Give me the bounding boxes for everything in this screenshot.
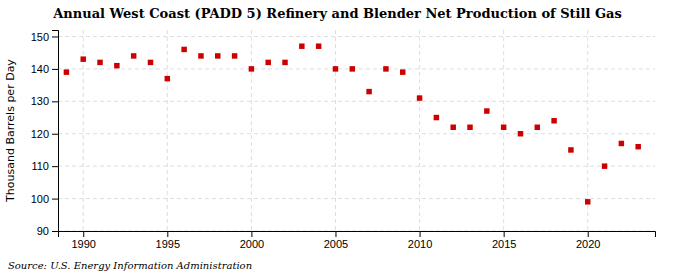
tick-label: 90 xyxy=(37,225,49,237)
point xyxy=(350,66,355,71)
grid-line xyxy=(335,30,336,231)
tick-mark xyxy=(588,231,589,237)
point xyxy=(198,53,203,58)
point xyxy=(383,66,388,71)
point xyxy=(64,69,69,74)
point xyxy=(366,89,371,94)
tick-mark xyxy=(251,231,252,237)
point xyxy=(316,43,321,48)
axis-line xyxy=(52,31,59,232)
tick-label: 130 xyxy=(31,95,49,107)
tick-mark xyxy=(167,231,168,237)
tick: 130 xyxy=(31,95,58,107)
tick-mark xyxy=(335,231,336,237)
point xyxy=(501,125,506,130)
point xyxy=(518,131,523,136)
point xyxy=(165,76,170,81)
tick: 120 xyxy=(31,128,58,140)
plot: 1990 1995 2000 2005 2010 2015 2020 90 100 110 120 1… xyxy=(31,30,656,250)
point xyxy=(249,66,254,71)
grid-line xyxy=(251,30,252,231)
point xyxy=(417,95,422,100)
tick-label: 1995 xyxy=(156,238,180,250)
tick-mark xyxy=(52,166,58,167)
grid-line xyxy=(58,166,655,167)
tick: 2000 xyxy=(240,231,264,250)
tick-mark xyxy=(83,231,84,237)
tick-label: 110 xyxy=(31,160,49,172)
tick-label: 2010 xyxy=(408,238,432,250)
point xyxy=(114,63,119,68)
grid-line xyxy=(58,133,655,134)
tick: 2015 xyxy=(492,231,516,250)
grid-line xyxy=(58,68,655,69)
point xyxy=(333,66,338,71)
point xyxy=(181,47,186,52)
y-axis-label: Thousand Barrels per Day xyxy=(4,59,17,203)
point xyxy=(568,147,573,152)
grid-line xyxy=(503,30,504,231)
tick-mark xyxy=(52,134,58,135)
tick: 140 xyxy=(31,63,58,75)
point xyxy=(602,163,607,168)
y-axis: 90 100 110 120 130 140 150 xyxy=(31,31,59,238)
grid-line xyxy=(58,36,655,37)
point xyxy=(484,108,489,113)
grid-line xyxy=(58,101,655,102)
axis-line xyxy=(59,232,656,238)
point xyxy=(97,60,102,65)
tick-mark xyxy=(420,231,421,237)
grid-line xyxy=(58,198,655,199)
points xyxy=(64,43,641,204)
tick-mark xyxy=(52,69,58,70)
point xyxy=(265,60,270,65)
tick: 1995 xyxy=(156,231,180,250)
tick: 2005 xyxy=(324,231,348,250)
tick: 2020 xyxy=(576,231,600,250)
point xyxy=(131,53,136,58)
point xyxy=(299,43,304,48)
point xyxy=(434,115,439,120)
tick: 1990 xyxy=(71,231,95,250)
tick-mark xyxy=(52,199,58,200)
point xyxy=(282,60,287,65)
tick-label: 100 xyxy=(31,193,49,205)
point xyxy=(467,125,472,130)
x-axis: 1990 1995 2000 2005 2010 2015 2020 xyxy=(59,231,656,250)
title: Annual West Coast (PADD 5) Refinery and … xyxy=(52,6,622,21)
point xyxy=(535,125,540,130)
tick-mark xyxy=(52,36,58,37)
point xyxy=(148,60,153,65)
point xyxy=(635,144,640,149)
tick-label: 150 xyxy=(31,31,49,43)
tick: 2010 xyxy=(408,231,432,250)
point xyxy=(619,141,624,146)
grid xyxy=(58,30,655,231)
tick-label: 120 xyxy=(31,128,49,140)
tick: 150 xyxy=(31,31,58,43)
point xyxy=(450,125,455,130)
point xyxy=(232,53,237,58)
point xyxy=(80,56,85,61)
tick-label: 2005 xyxy=(324,238,348,250)
tick-label: 140 xyxy=(31,63,49,75)
tick-mark xyxy=(52,231,58,232)
point xyxy=(551,118,556,123)
point xyxy=(585,199,590,204)
tick-mark xyxy=(52,101,58,102)
grid-line xyxy=(167,30,168,231)
tick: 110 xyxy=(31,160,58,172)
chart: 1990 1995 2000 2005 2010 2015 2020 90 100 110 120 1… xyxy=(0,0,675,275)
tick: 100 xyxy=(31,193,58,205)
tick-label: 2000 xyxy=(240,238,264,250)
tick-label: 1990 xyxy=(71,238,95,250)
tick-mark xyxy=(504,231,505,237)
tick-label: 2020 xyxy=(576,238,600,250)
grid-line xyxy=(419,30,420,231)
point xyxy=(215,53,220,58)
tick: 90 xyxy=(37,225,58,237)
point xyxy=(400,69,405,74)
tick-label: 2015 xyxy=(492,238,516,250)
annotation: Source: U.S. Energy Information Administ… xyxy=(8,260,252,271)
